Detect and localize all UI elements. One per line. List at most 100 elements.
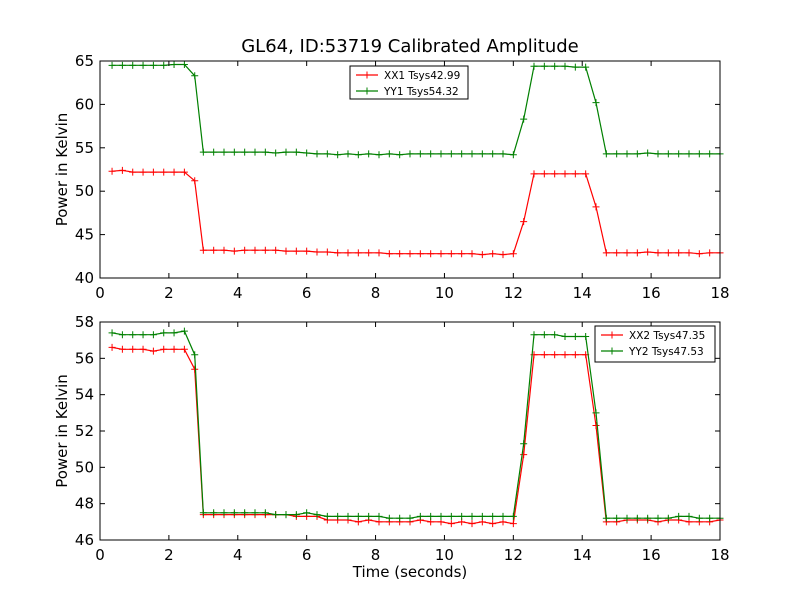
data-point-marker	[282, 247, 290, 255]
y-tick-label: 40	[75, 269, 94, 287]
x-tick-label: 14	[573, 284, 592, 302]
data-point-marker	[633, 150, 641, 158]
data-point-marker	[199, 148, 207, 156]
y-tick-label: 52	[75, 422, 94, 440]
legend-marker	[363, 71, 371, 79]
series-line	[111, 346, 721, 525]
data-point-marker	[478, 512, 486, 520]
data-point-marker	[241, 148, 249, 156]
data-point-marker	[334, 249, 342, 257]
data-point-marker	[241, 509, 249, 517]
x-tick-label: 4	[233, 546, 243, 564]
data-point-marker	[108, 167, 116, 175]
x-tick-label: 14	[573, 546, 592, 564]
series-2	[108, 60, 724, 159]
data-point-marker	[160, 345, 168, 353]
data-point-marker	[108, 329, 116, 337]
data-point-marker	[129, 168, 137, 176]
data-point-marker	[303, 149, 311, 157]
legend-box	[594, 325, 716, 363]
data-point-marker	[551, 351, 559, 359]
y-tick-label: 54	[75, 386, 94, 404]
data-point-marker	[170, 60, 178, 68]
data-point-marker	[685, 150, 693, 158]
data-point-marker	[323, 150, 331, 158]
data-point-marker	[458, 512, 466, 520]
data-point-marker	[571, 63, 579, 71]
top-panel: 0 2 4 6 8 10 12 14 16 18 40 45 50 55 60 65 Power in Kelv…	[53, 52, 730, 302]
x-axis-label: Time (seconds)	[352, 563, 468, 581]
data-point-marker	[149, 168, 157, 176]
data-point-marker	[478, 251, 486, 259]
x-tick-label: 16	[642, 546, 661, 564]
data-point-marker	[644, 149, 652, 157]
data-point-marker	[210, 148, 218, 156]
data-point-marker	[416, 512, 424, 520]
data-point-marker	[675, 150, 683, 158]
data-point-marker	[396, 250, 404, 258]
data-point-marker	[251, 148, 259, 156]
data-point-marker	[499, 150, 507, 158]
legend-label: XX1 Tsys42.99	[384, 70, 460, 82]
data-point-marker	[530, 331, 538, 339]
data-point-marker	[540, 351, 548, 359]
legend-label: YY2 Tsys47.53	[628, 346, 704, 358]
data-point-marker	[191, 72, 199, 80]
data-point-marker	[540, 170, 548, 178]
data-point-marker	[344, 150, 352, 158]
data-point-marker	[540, 62, 548, 70]
data-point-marker	[334, 151, 342, 159]
data-point-marker	[633, 249, 641, 257]
x-tick-label: 12	[504, 284, 523, 302]
data-point-marker	[561, 333, 569, 341]
y-tick-label: 46	[75, 531, 94, 549]
data-point-marker	[654, 249, 662, 257]
data-point-marker	[675, 249, 683, 257]
data-point-marker	[468, 150, 476, 158]
data-point-marker	[447, 512, 455, 520]
data-point-marker	[695, 514, 703, 522]
legend: XX1 Tsys42.99 YY1 Tsys54.32	[349, 65, 469, 100]
data-point-marker	[592, 203, 600, 211]
data-point-marker	[118, 61, 126, 69]
data-point-marker	[108, 343, 116, 351]
data-point-marker	[664, 514, 672, 522]
data-point-marker	[323, 512, 331, 520]
data-point-marker	[644, 248, 652, 256]
data-point-marker	[139, 331, 147, 339]
data-point-marker	[220, 509, 228, 517]
data-point-marker	[654, 514, 662, 522]
data-point-marker	[313, 511, 321, 519]
x-tick-label: 16	[642, 284, 661, 302]
data-point-marker	[344, 512, 352, 520]
x-tick-label: 10	[435, 284, 454, 302]
data-point-marker	[571, 351, 579, 359]
data-point-marker	[561, 170, 569, 178]
x-tick-label: 4	[233, 284, 243, 302]
data-point-marker	[170, 345, 178, 353]
data-point-marker	[220, 148, 228, 156]
data-point-marker	[139, 168, 147, 176]
data-point-marker	[509, 512, 517, 520]
data-point-marker	[623, 514, 631, 522]
data-point-marker	[458, 250, 466, 258]
data-point-marker	[478, 150, 486, 158]
data-point-marker	[220, 246, 228, 254]
data-point-marker	[592, 409, 600, 417]
data-point-marker	[160, 168, 168, 176]
data-point-marker	[118, 345, 126, 353]
data-point-marker	[292, 148, 300, 156]
data-point-marker	[365, 512, 373, 520]
data-point-marker	[644, 514, 652, 522]
x-tick-label: 18	[710, 546, 729, 564]
data-point-marker	[375, 151, 383, 159]
data-point-marker	[540, 331, 548, 339]
x-tick-label: 2	[164, 284, 174, 302]
data-point-marker	[365, 150, 373, 158]
data-point-marker	[160, 329, 168, 337]
y-tick-label: 55	[75, 139, 94, 157]
data-point-marker	[427, 150, 435, 158]
data-point-marker	[129, 345, 137, 353]
data-point-marker	[180, 60, 188, 68]
data-point-marker	[571, 170, 579, 178]
